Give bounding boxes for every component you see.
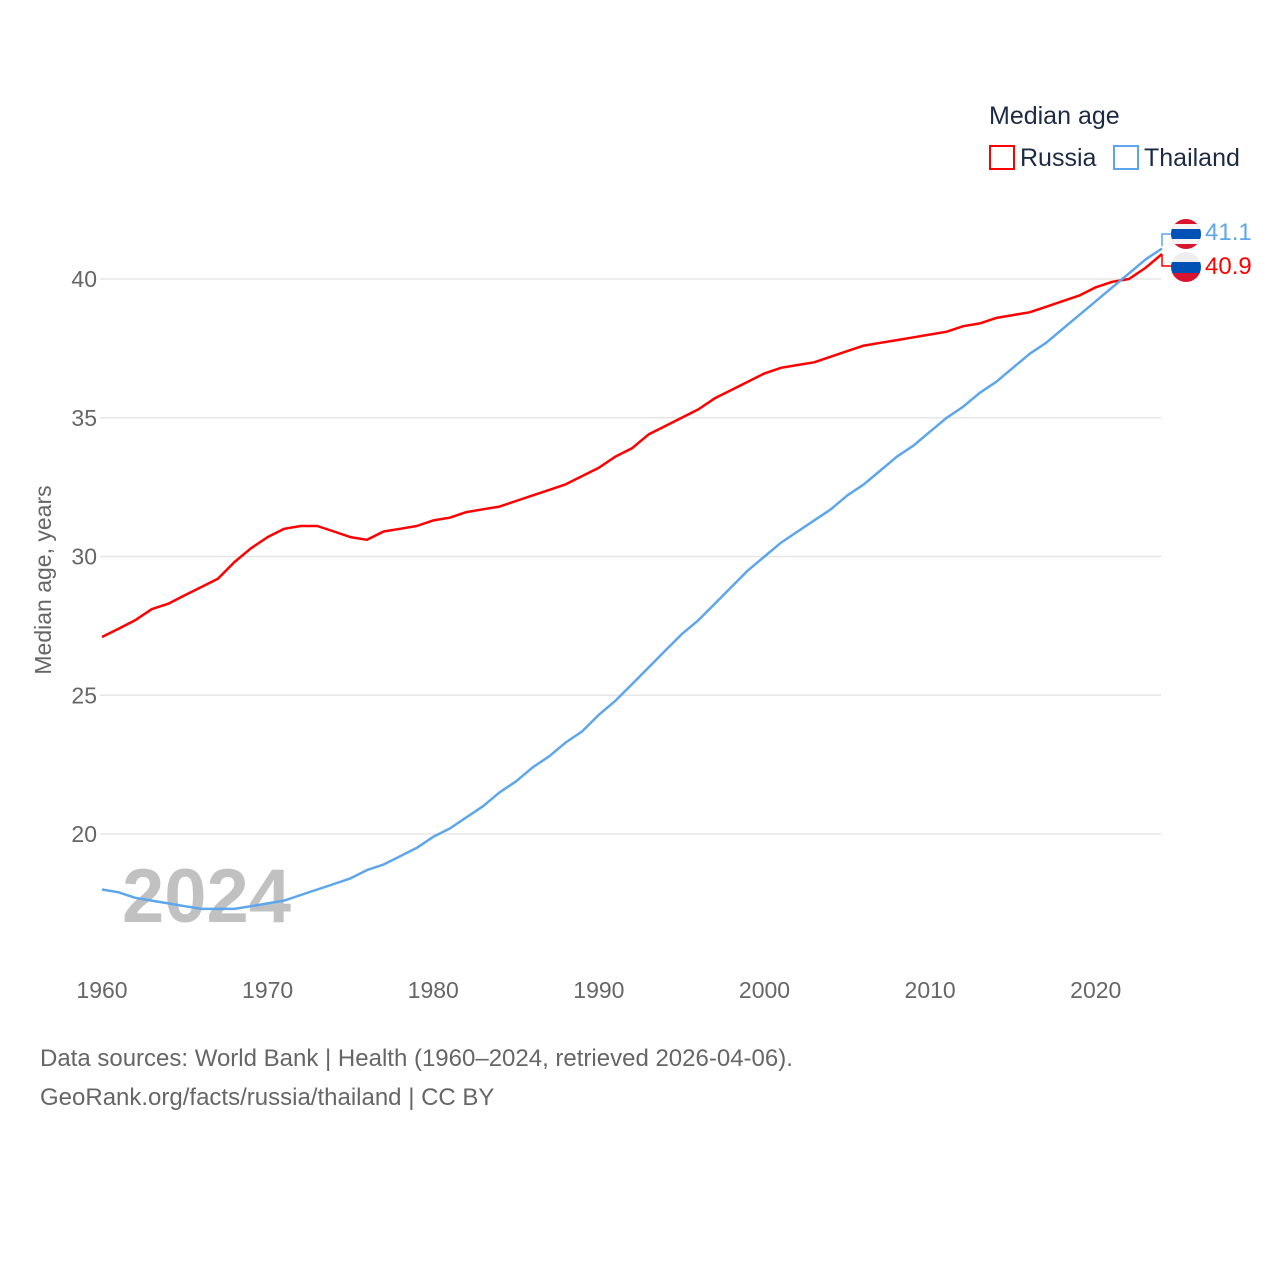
x-tick-label: 2000: [739, 977, 790, 1003]
x-tick-label: 1990: [573, 977, 624, 1003]
x-tick-label: 1980: [408, 977, 459, 1003]
series-line-russia[interactable]: [101, 253, 1163, 639]
legend-title: Median age: [989, 102, 1120, 130]
attribution-link[interactable]: GeoRank.org/facts/russia/thailand | CC B…: [40, 1084, 495, 1111]
y-tick-label: 40: [71, 266, 97, 292]
legend-label-russia[interactable]: Russia: [1020, 144, 1097, 172]
legend-swatch-russia[interactable]: [989, 145, 1015, 170]
x-tick-label: 2020: [1070, 977, 1121, 1003]
legend-swatch-thailand[interactable]: [1113, 145, 1139, 170]
series-line-thailand[interactable]: [101, 247, 1163, 911]
data-source-note: Data sources: World Bank | Health (1960–…: [40, 1045, 793, 1072]
y-axis-label: Median age, years: [30, 485, 56, 674]
thailand-flag-icon: [1171, 219, 1201, 249]
end-labels: 41.1 40.9: [1161, 219, 1252, 282]
x-tick-label: 1970: [242, 977, 293, 1003]
year-watermark: 2024: [122, 854, 291, 939]
thailand-end-value: 41.1: [1205, 219, 1252, 246]
y-tick-label: 30: [71, 544, 97, 570]
y-tick-label: 25: [71, 682, 97, 708]
legend-label-thailand[interactable]: Thailand: [1144, 144, 1240, 172]
russia-flag-icon: [1171, 252, 1201, 282]
y-tick-label: 35: [71, 405, 97, 431]
y-tick-label: 20: [71, 821, 97, 847]
x-tick-label: 2010: [905, 977, 956, 1003]
legend: Median age Russia Thailand: [989, 102, 1240, 172]
x-tick-label: 1960: [76, 977, 127, 1003]
russia-end-value: 40.9: [1205, 253, 1252, 280]
